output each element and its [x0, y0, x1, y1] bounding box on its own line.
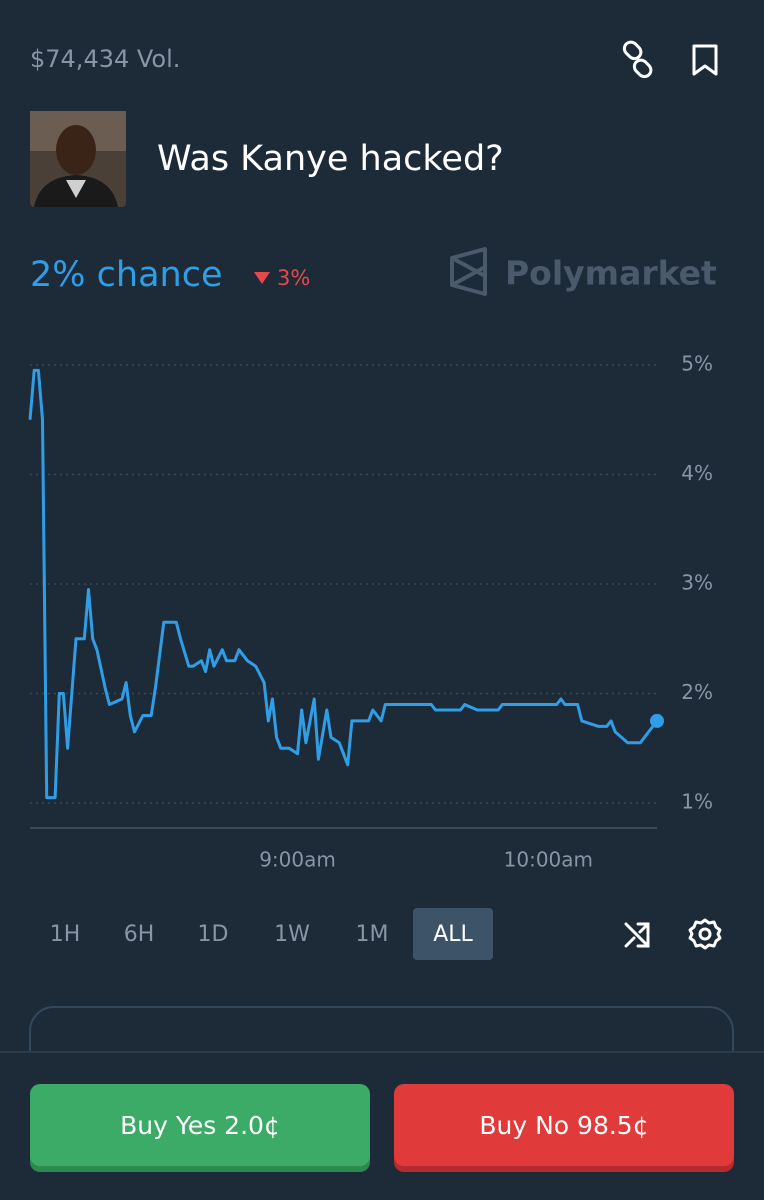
y-tick-label: 4%	[681, 461, 713, 485]
market-avatar	[30, 111, 126, 207]
price-line	[28, 368, 659, 800]
settings-icon[interactable]	[688, 918, 722, 950]
link-icon[interactable]	[622, 39, 654, 79]
range-button[interactable]: 6H	[124, 922, 155, 947]
range-highlight[interactable]	[413, 908, 493, 960]
buy-no-button[interactable]: Buy No 98.5¢	[394, 1084, 734, 1172]
market-title: Was Kanye hacked?	[157, 139, 504, 179]
range-button[interactable]: 1H	[50, 922, 81, 947]
down-arrow	[254, 272, 270, 284]
chance: 2% chance	[30, 255, 222, 295]
y-tick-label: 5%	[681, 351, 713, 375]
range-label[interactable]: 1W	[274, 922, 310, 947]
brand-logo	[450, 247, 487, 296]
y-tick-label: 1%	[681, 790, 713, 814]
y-tick-label: 2%	[681, 680, 713, 704]
y-tick-label: 3%	[681, 571, 713, 595]
x-tick-label: 9:00am	[259, 848, 336, 872]
range-label[interactable]: 1H	[50, 922, 81, 947]
change: 3%	[277, 266, 310, 290]
range-button[interactable]: 1D	[198, 922, 229, 947]
range-label[interactable]: 1D	[198, 922, 229, 947]
range-button[interactable]: ALL	[413, 908, 493, 960]
buy-yes-label[interactable]: Buy Yes 2.0¢	[120, 1111, 280, 1140]
shuffle-icon[interactable]	[624, 922, 650, 948]
volume: $74,434 Vol.	[30, 45, 180, 73]
range-button[interactable]: 1M	[356, 922, 389, 947]
bookmark-icon[interactable]	[692, 44, 718, 76]
range-label[interactable]: ALL	[433, 922, 473, 947]
range-button[interactable]: 1W	[274, 922, 310, 947]
range-label[interactable]: 1M	[356, 922, 389, 947]
x-tick-label: 10:00am	[504, 848, 593, 872]
range-label[interactable]: 6H	[124, 922, 155, 947]
current-point	[650, 713, 664, 728]
buy-no-label[interactable]: Buy No 98.5¢	[479, 1111, 648, 1140]
brand-name: Polymarket	[505, 254, 717, 293]
buy-yes-button[interactable]: Buy Yes 2.0¢	[30, 1084, 370, 1172]
